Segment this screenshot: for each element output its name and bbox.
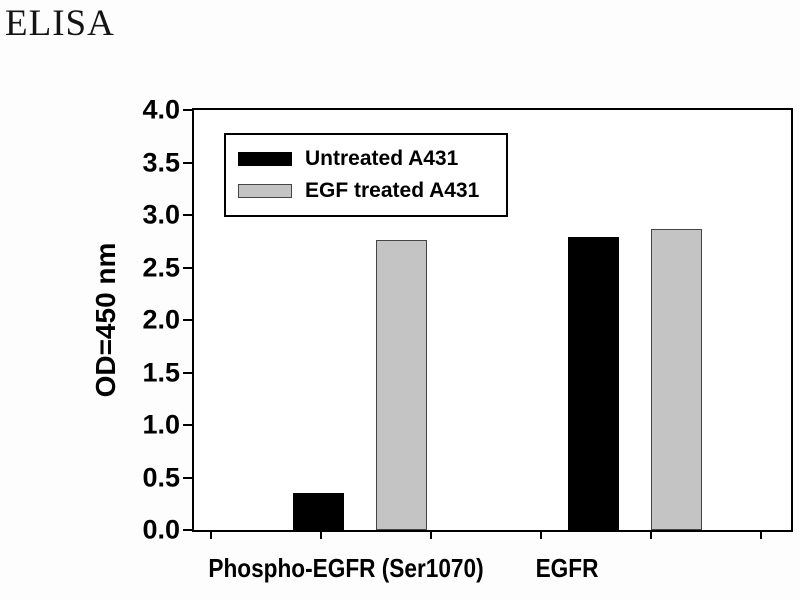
y-tick-label: 0.0 — [142, 514, 180, 545]
legend-swatch-gray — [238, 184, 292, 198]
y-tick — [183, 371, 192, 374]
y-tick — [183, 476, 192, 479]
legend-label: Untreated A431 — [305, 147, 459, 170]
y-tick-label: 4.0 — [142, 94, 180, 125]
chart-title: ELISA — [5, 3, 115, 44]
legend-item: Untreated A431 — [238, 145, 506, 174]
y-tick-label: 1.0 — [142, 409, 180, 440]
legend: Untreated A431 EGF treated A431 — [224, 133, 508, 217]
x-category-label: Phospho-EGFR (Ser1070) — [208, 553, 484, 583]
legend-label: EGF treated A431 — [305, 179, 480, 202]
y-tick — [183, 319, 192, 321]
y-tick-label: 1.5 — [142, 357, 180, 387]
y-tick — [183, 424, 192, 426]
x-tick — [320, 532, 322, 539]
bar-untreated-egfr — [568, 237, 619, 530]
legend-swatch-black — [238, 152, 292, 166]
bar-egf-treated-egfr — [651, 229, 702, 530]
y-tick-label: 3.5 — [142, 147, 180, 177]
y-tick-label: 0.5 — [142, 462, 180, 492]
x-tick — [760, 532, 762, 539]
x-tick — [540, 532, 542, 539]
y-tick — [183, 214, 192, 216]
legend-item: EGF treated A431 — [238, 177, 506, 206]
y-tick — [183, 161, 192, 164]
x-tick — [210, 532, 212, 539]
x-tick — [650, 532, 652, 539]
y-tick-label: 3.0 — [142, 199, 180, 230]
x-category-label: EGFR — [535, 553, 599, 583]
x-tick — [430, 532, 432, 539]
y-axis-title: OD=450 nm — [90, 242, 121, 398]
y-tick-label: 2.5 — [142, 252, 180, 282]
plot-area: 0.0 0.5 1.0 1.5 2.0 2.5 3.0 3.5 4.0 Untreated A4… — [142, 96, 793, 582]
bar-egf-treated-phospho-egfr — [376, 240, 427, 530]
y-tick-label: 2.0 — [142, 304, 180, 335]
y-tick — [183, 529, 192, 531]
y-tick — [183, 109, 192, 111]
y-tick — [183, 266, 192, 269]
bar-untreated-phospho-egfr — [293, 493, 344, 530]
